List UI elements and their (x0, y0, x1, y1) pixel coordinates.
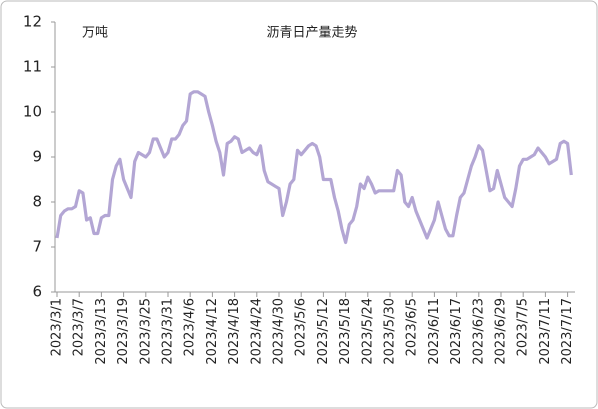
y-axis-unit: 万吨 (82, 26, 108, 41)
x-tick-label: 2023/7/5 (516, 298, 531, 356)
x-tick-label: 2023/5/24 (360, 298, 375, 365)
x-tick-label: 2023/4/6 (183, 298, 198, 356)
x-tick-label: 2023/4/30 (272, 298, 287, 365)
y-tick-label: 12 (23, 13, 42, 31)
x-tick-label: 2023/6/29 (494, 298, 509, 365)
x-tick-label: 2023/6/5 (405, 298, 420, 356)
y-tick-label: 7 (32, 238, 42, 256)
x-tick-label: 2023/5/12 (316, 298, 331, 365)
x-tick-label: 2023/3/31 (161, 298, 176, 365)
x-tick-label: 2023/3/13 (94, 298, 109, 365)
x-tick-label: 2023/3/7 (72, 298, 87, 356)
x-tick-label: 2023/6/11 (427, 298, 442, 365)
y-tick-label: 11 (23, 58, 42, 76)
y-tick-label: 10 (23, 103, 42, 121)
x-tick-label: 2023/7/11 (538, 298, 553, 365)
x-tick-label: 2023/5/6 (294, 298, 309, 356)
x-tick-label: 2023/5/18 (338, 298, 353, 365)
x-tick-label: 2023/7/17 (560, 298, 575, 365)
x-tick-label: 2023/4/18 (227, 298, 242, 365)
y-tick-label: 9 (32, 148, 42, 166)
x-tick-label: 2023/4/12 (205, 298, 220, 365)
x-tick-label: 2023/5/30 (383, 298, 398, 365)
x-tick-label: 2023/3/19 (116, 298, 131, 365)
x-tick-label: 2023/3/25 (138, 298, 153, 365)
x-tick-label: 2023/3/1 (50, 298, 65, 356)
line-series (55, 90, 573, 245)
y-tick-label: 6 (32, 283, 42, 301)
chart-title: 沥青日产量走势 (266, 25, 357, 41)
x-tick-label: 2023/6/17 (449, 298, 464, 365)
x-tick-label: 2023/4/24 (249, 298, 264, 365)
x-tick-label: 2023/6/23 (471, 298, 486, 365)
y-tick-label: 8 (32, 193, 42, 211)
